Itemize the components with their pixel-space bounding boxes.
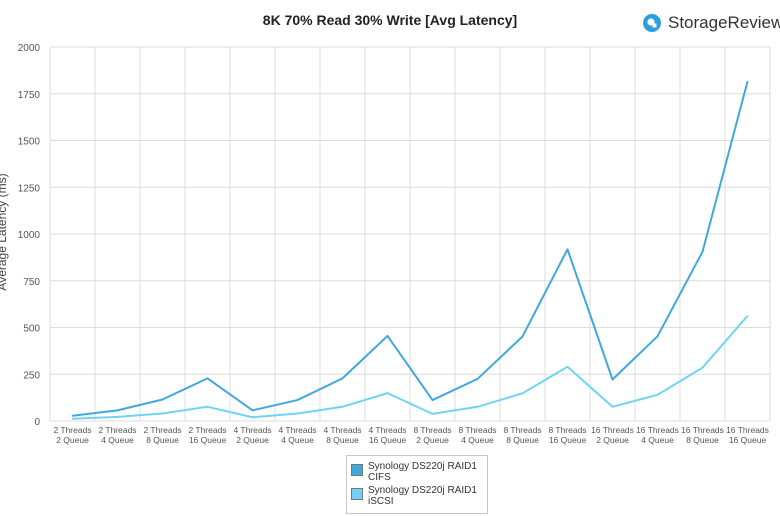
series-line-1 <box>72 315 749 420</box>
data-point <box>476 405 479 408</box>
data-point <box>431 413 434 415</box>
data-point <box>251 416 254 419</box>
x-tick-label: 4 Threads 16 Queue <box>368 425 406 445</box>
data-point <box>386 392 389 394</box>
x-tick-label: 8 Threads 4 Queue <box>458 425 496 445</box>
data-point <box>611 378 614 381</box>
y-tick-label: 0 <box>34 417 40 428</box>
chart-title: 8K 70% Read 30% Write [Avg Latency] <box>262 12 518 28</box>
data-point <box>386 335 389 337</box>
y-axis-label: Average Latency (ms) <box>0 173 9 290</box>
x-tick-label: 4 Threads 2 Queue <box>233 425 271 445</box>
data-point <box>116 409 119 412</box>
x-tick-label: 16 Threads 4 Queue <box>636 425 679 445</box>
x-tick-label: 8 Threads 8 Queue <box>503 425 541 445</box>
storagereview-logo-text: StorageReview <box>668 13 780 32</box>
data-point <box>161 412 164 415</box>
legend-label: Synology DS220j RAID1 CIFS <box>368 461 477 483</box>
x-tick-label: 8 Threads 16 Queue <box>548 425 586 445</box>
legend-label: Synology DS220j RAID1 iSCSI <box>368 485 477 507</box>
x-tick-label: 16 Threads 8 Queue <box>681 425 724 445</box>
storagereview-logo[interactable]: StorageReview <box>642 13 780 33</box>
y-tick-label: 750 <box>23 277 40 288</box>
x-tick-label: 2 Threads 2 Queue <box>53 425 91 445</box>
y-tick-label: 500 <box>23 324 40 335</box>
data-point <box>206 405 209 408</box>
y-tick-label: 1750 <box>18 90 41 101</box>
grid-lines <box>49 46 771 422</box>
data-point <box>656 335 659 338</box>
data-point <box>431 399 434 401</box>
data-point <box>656 394 659 396</box>
data-point <box>161 398 164 401</box>
data-point <box>251 409 254 412</box>
x-tick-label: 2 Threads 16 Queue <box>188 425 226 445</box>
data-point <box>566 248 569 251</box>
data-point <box>476 378 479 380</box>
data-point <box>341 377 344 380</box>
legend-swatch <box>351 464 363 476</box>
data-point <box>116 416 119 418</box>
legend: Synology DS220j RAID1 CIFS Synology DS220… <box>346 455 488 514</box>
y-tick-label: 250 <box>23 370 40 381</box>
data-point <box>341 405 344 408</box>
data-point <box>566 365 569 368</box>
x-tick-label: 16 Threads 2 Queue <box>591 425 634 445</box>
y-tick-labels: 0 250 500 750 1000 1250 1500 1750 2000 <box>18 43 41 428</box>
x-tick-label: 4 Threads 4 Queue <box>278 425 316 445</box>
data-point <box>521 392 524 395</box>
data-point <box>71 417 74 420</box>
x-tick-label: 16 Threads 16 Queue <box>726 425 769 445</box>
data-point <box>746 80 749 83</box>
x-tick-label: 2 Threads 8 Queue <box>143 425 181 445</box>
x-tick-label: 8 Threads 2 Queue <box>413 425 451 445</box>
legend-item[interactable]: Synology DS220j RAID1 iSCSI <box>351 485 483 507</box>
legend-swatch <box>351 488 363 500</box>
y-tick-label: 2000 <box>18 43 41 54</box>
data-point <box>701 366 704 369</box>
x-tick-labels: 2 Threads 2 Queue 2 Threads 4 Queue 2 Thread… <box>53 425 768 445</box>
x-tick-label: 2 Threads 4 Queue <box>98 425 136 445</box>
storagereview-logo-icon <box>643 14 661 32</box>
data-point <box>206 377 209 380</box>
y-tick-label: 1500 <box>18 137 41 148</box>
data-point <box>296 399 299 401</box>
data-point <box>296 412 299 415</box>
data-point <box>521 335 524 338</box>
data-point <box>611 405 614 408</box>
legend-item[interactable]: Synology DS220j RAID1 CIFS <box>351 461 483 483</box>
series-line-0 <box>72 81 749 417</box>
x-tick-label: 4 Threads 8 Queue <box>323 425 361 445</box>
y-tick-label: 1250 <box>18 183 41 194</box>
data-point <box>71 414 74 417</box>
y-tick-label: 1000 <box>18 230 41 241</box>
series-lines <box>71 80 749 420</box>
data-point <box>701 250 704 253</box>
data-point <box>746 315 749 317</box>
